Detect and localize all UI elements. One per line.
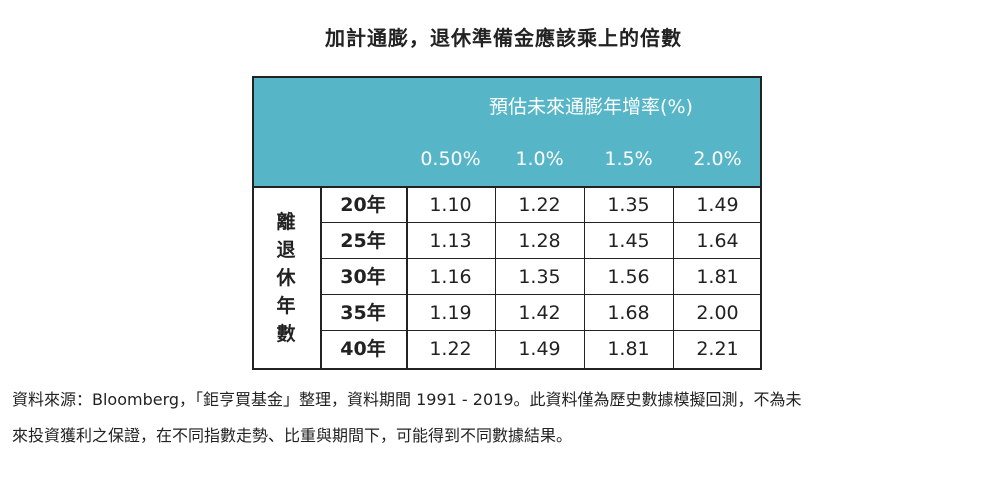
row-label: 35年 (340, 302, 386, 324)
header-divider (252, 186, 762, 188)
row-divider (320, 222, 762, 223)
row-group-char: 退 (276, 239, 296, 261)
row-group-label: 離退休年數 (252, 186, 320, 370)
table-cell: 1.22 (429, 338, 472, 360)
table-cell: 1.81 (696, 266, 739, 288)
table-cell: 1.49 (696, 194, 739, 216)
row-divider (320, 330, 762, 331)
column-header: 1.5% (604, 148, 653, 170)
multiplier-table: 預估未來通膨年增率(%) 離退休年數 0.50% 1.0% 1.5% 2.0% 20年 1… (252, 76, 762, 370)
table-cell: 1.16 (429, 266, 472, 288)
column-header: 0.50% (420, 148, 481, 170)
column-divider (673, 186, 674, 370)
table-cell: 1.35 (607, 194, 650, 216)
chart-title: 加計通膨，退休準備金應該乘上的倍數 (325, 26, 682, 50)
table-cell: 1.49 (518, 338, 561, 360)
column-group-label: 預估未來通膨年增率(%) (489, 96, 693, 118)
row-label: 20年 (340, 194, 386, 216)
table-cell: 1.22 (518, 194, 561, 216)
footnote-line-2: 來投資獲利之保證，在不同指數走勢、比重與期間下，可能得到不同數據結果。 (12, 426, 573, 445)
table-border-top (252, 76, 762, 78)
footnote-line-1: 資料來源：Bloomberg，「鉅亨買基金」整理，資料期間 1991 - 201… (12, 390, 802, 409)
table-cell: 1.19 (429, 302, 472, 324)
table-cell: 2.00 (696, 302, 739, 324)
row-divider (320, 258, 762, 259)
row-group-char: 休 (276, 267, 296, 289)
table-cell: 1.64 (696, 230, 739, 252)
table-cell: 1.35 (518, 266, 561, 288)
table-cell: 1.13 (429, 230, 472, 252)
table-cell: 2.21 (696, 338, 739, 360)
table-cell: 1.68 (607, 302, 650, 324)
table-border-left (252, 76, 254, 370)
column-divider (584, 186, 585, 370)
row-divider (320, 294, 762, 295)
column-header: 2.0% (693, 148, 742, 170)
row-group-char: 數 (276, 323, 296, 345)
table-border-bottom (252, 368, 762, 370)
table-cell: 1.81 (607, 338, 650, 360)
column-header: 1.0% (515, 148, 564, 170)
label-divider (406, 186, 408, 370)
table-cell: 1.56 (607, 266, 650, 288)
row-label: 40年 (340, 338, 386, 360)
table-cell: 1.42 (518, 302, 561, 324)
table-border-right (760, 76, 762, 370)
column-divider (495, 186, 496, 370)
row-group-char: 年 (276, 295, 296, 317)
table-header-band (252, 76, 762, 186)
row-label: 30年 (340, 266, 386, 288)
row-label: 25年 (340, 230, 386, 252)
group-divider (320, 186, 322, 370)
table-cell: 1.45 (607, 230, 650, 252)
table-cell: 1.28 (518, 230, 561, 252)
table-cell: 1.10 (429, 194, 472, 216)
row-group-char: 離 (276, 211, 296, 233)
